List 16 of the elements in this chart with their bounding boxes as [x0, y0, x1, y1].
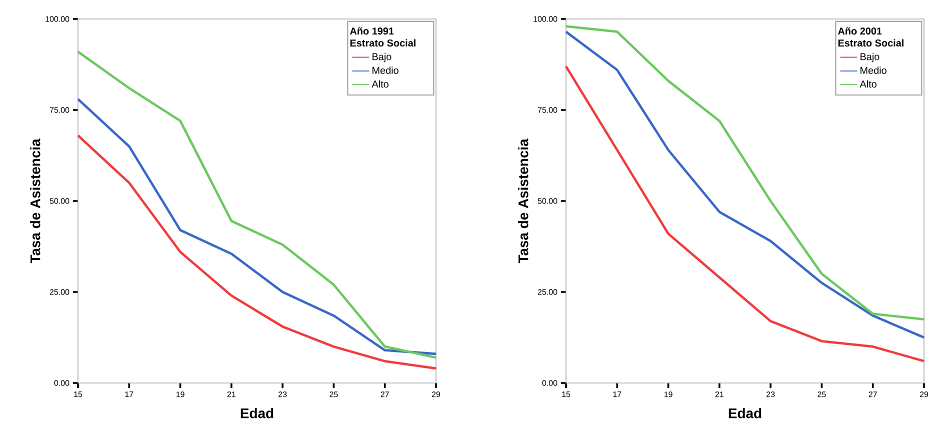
y-axis-title: Tasa de Asistencia: [30, 138, 40, 264]
x-axis-title: Edad: [728, 408, 762, 418]
legend-label: Alto: [372, 80, 388, 88]
line-series: [76, 98, 438, 356]
legend-label: Bajo: [372, 52, 392, 62]
legend-label: Medio: [372, 66, 398, 74]
legend-label: Medio: [860, 66, 886, 74]
legend-title: Año 1991 Estrato Social: [350, 27, 416, 47]
x-axis-title: Edad: [240, 408, 274, 418]
line-series: [564, 65, 926, 362]
legend-label: Alto: [860, 80, 876, 88]
legend-label: Bajo: [860, 52, 880, 62]
line-series: [76, 134, 438, 370]
y-axis-title: Tasa de Asistencia: [518, 138, 528, 264]
line-series: [76, 50, 438, 359]
legend-title: Año 2001 Estrato Social: [838, 27, 904, 47]
